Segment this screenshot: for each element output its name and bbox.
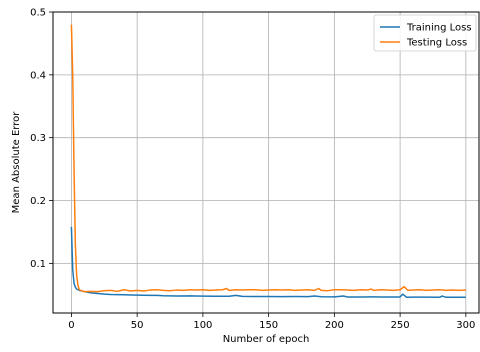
x-tick-label: 50	[131, 320, 144, 331]
plot-frame	[52, 11, 480, 314]
axis-ticks: 0 50 100 150 200 250 300 0.1 0.2 0.3 0.4 0.5	[30, 8, 475, 332]
x-axis-title: Number of epoch	[223, 334, 310, 345]
legend: Training Loss Testing Loss	[373, 14, 477, 52]
legend-label-training: Training Loss	[406, 23, 472, 34]
x-tick-label: 250	[391, 320, 410, 331]
grid	[53, 11, 479, 313]
y-tick-label: 0.5	[30, 8, 46, 19]
x-tick-label: 0	[68, 320, 74, 331]
x-tick-label: 300	[456, 320, 475, 331]
legend-label-testing: Testing Loss	[406, 38, 467, 49]
training-loss-line	[70, 226, 466, 299]
y-tick-label: 0.2	[30, 196, 46, 207]
y-tick-label: 0.3	[30, 133, 46, 144]
y-axis-title: Mean Absolute Error	[11, 111, 22, 214]
series-layer	[70, 24, 466, 299]
y-tick-label: 0.4	[30, 70, 46, 81]
x-tick-label: 100	[193, 320, 212, 331]
y-tick-label: 0.1	[30, 259, 46, 270]
x-tick-label: 200	[325, 320, 344, 331]
x-tick-label: 150	[259, 320, 278, 331]
testing-loss-line	[70, 24, 466, 293]
